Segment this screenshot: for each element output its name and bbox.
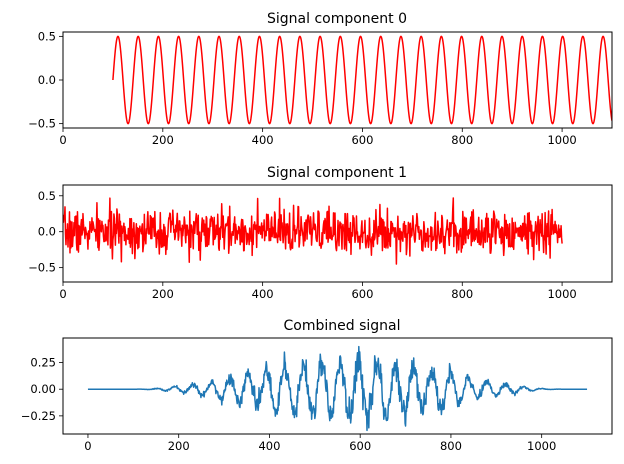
x-tick-label: 200: [152, 287, 174, 301]
x-tick-label: 600: [349, 439, 371, 453]
x-tick-label: 0: [84, 439, 91, 453]
x-tick-label: 0: [59, 133, 66, 147]
x-tick-label: 1000: [547, 133, 576, 147]
x-tick-label: 400: [252, 287, 274, 301]
chart-panel-signal-component-1: Signal component 1 0 200 400 600 800 1000 0.5 0…: [28, 165, 613, 301]
x-tick-label: 200: [152, 133, 174, 147]
x-tick-label: 200: [168, 439, 190, 453]
y-tick-label: 0.5: [38, 29, 56, 43]
series-line: [112, 35, 612, 125]
series-line: [87, 345, 588, 432]
chart-panel-combined-signal: Combined signal 0 200 400 600 800 1000 0.25 0.0…: [21, 318, 613, 453]
x-tick-label: 1000: [527, 439, 556, 453]
y-tick-label: 0.00: [30, 382, 56, 396]
axes-frame: [62, 337, 613, 435]
chart-panel-signal-component-0: Signal component 0 0 200 400 600 800 1000 0.5 0…: [28, 11, 613, 147]
x-tick-label: 400: [258, 439, 280, 453]
y-tick-label: 0.25: [30, 356, 56, 370]
y-tick-label: −0.5: [28, 117, 56, 131]
x-tick-label: 800: [451, 133, 473, 147]
y-tick-label: 0.5: [38, 189, 56, 203]
y-tick-label: 0.0: [38, 225, 56, 239]
x-tick-label: 800: [440, 439, 462, 453]
x-tick-label: 800: [451, 287, 473, 301]
chart-title: Signal component 0: [267, 11, 407, 27]
x-tick-label: 600: [351, 133, 373, 147]
chart-title: Signal component 1: [267, 165, 407, 181]
x-tick-label: 1000: [547, 287, 576, 301]
x-tick-label: 0: [59, 287, 66, 301]
y-tick-label: −0.5: [28, 261, 56, 275]
x-tick-label: 600: [351, 287, 373, 301]
axes-frame: [62, 31, 613, 129]
series-line: [63, 197, 563, 265]
y-tick-label: −0.25: [21, 409, 56, 423]
chart-title: Combined signal: [284, 318, 401, 334]
x-tick-label: 400: [252, 133, 274, 147]
axes-frame: [62, 184, 613, 283]
y-tick-label: 0.0: [38, 73, 56, 87]
